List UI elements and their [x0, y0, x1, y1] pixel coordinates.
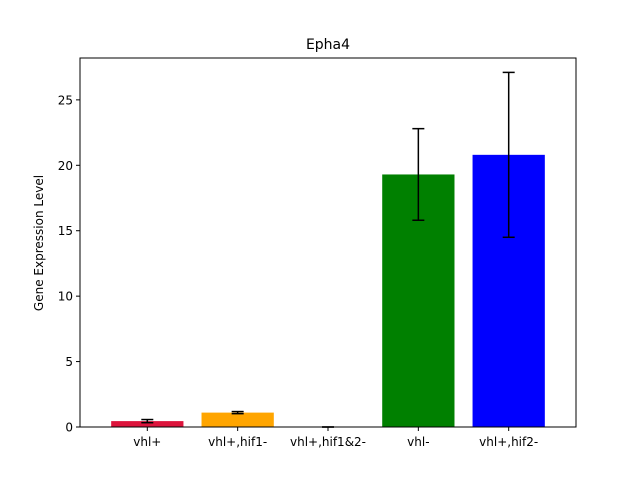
- y-tick-label-5: 25: [58, 93, 73, 107]
- bar-1: [201, 412, 274, 427]
- y-tick-label-4: 20: [58, 159, 73, 173]
- x-axis: vhl+ vhl+,hif1- vhl+,hif1&2- vhl-vhl+,hif2-: [133, 427, 538, 449]
- y-tick-label-2: 10: [58, 290, 73, 304]
- y-tick-label-3: 15: [58, 224, 73, 238]
- bar-0: [111, 421, 184, 427]
- x-tick-label-4: vhl+,hif2-: [479, 435, 538, 449]
- x-tick-label-1: vhl+,hif1-: [208, 435, 267, 449]
- x-tick-label-3: vhl-: [407, 435, 429, 449]
- y-axis: 0 5 10 15 20 25: [58, 93, 80, 435]
- y-axis-label: Gene Expression Level: [32, 175, 46, 311]
- y-tick-label-1: 5: [65, 355, 73, 369]
- plot-frame: [79, 57, 577, 428]
- x-tick-label-0: vhl+: [133, 435, 161, 449]
- chart-title: Epha4: [306, 37, 350, 53]
- x-tick-label-2: vhl+,hif1&2-: [290, 435, 366, 449]
- y-tick-label-0: 0: [65, 421, 73, 435]
